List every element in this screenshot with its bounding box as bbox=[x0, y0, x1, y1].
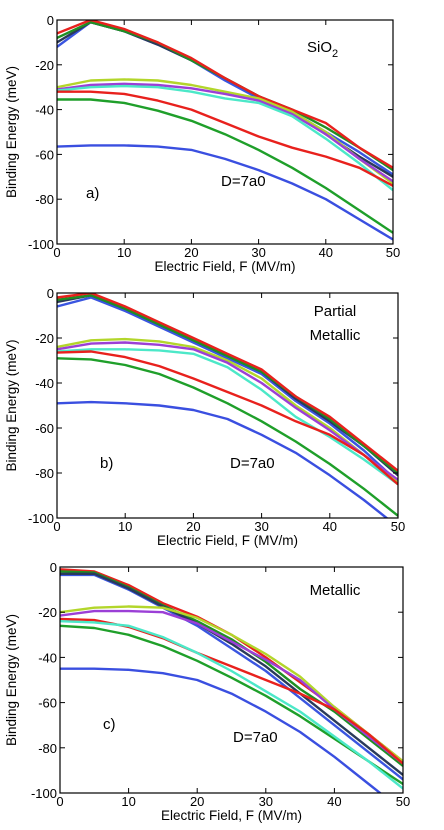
y-tick-label: -80 bbox=[35, 192, 54, 207]
x-tick-label: 10 bbox=[118, 519, 132, 534]
series-line-10 bbox=[57, 400, 389, 518]
series-line-1 bbox=[57, 296, 398, 483]
series-line-8 bbox=[57, 90, 393, 187]
x-tick-label: 30 bbox=[254, 519, 268, 534]
series-line-6 bbox=[57, 82, 393, 183]
x-tick-label: 10 bbox=[121, 794, 135, 809]
y-tick-label: -100 bbox=[28, 511, 54, 526]
x-tick-label: 0 bbox=[53, 245, 60, 260]
series-line-7 bbox=[57, 348, 398, 486]
x-tick-label: 20 bbox=[184, 245, 198, 260]
axes-frame bbox=[56, 292, 399, 519]
x-tick-label: 50 bbox=[391, 519, 405, 534]
series-group bbox=[57, 20, 393, 241]
x-tick-label: 40 bbox=[323, 519, 337, 534]
y-axis-label: Binding Energy (meV) bbox=[4, 339, 19, 471]
series-group bbox=[60, 568, 403, 793]
material-title-line-1: Metallic bbox=[310, 582, 361, 599]
x-axis-label: Electric Field, F (MV/m) bbox=[157, 533, 298, 548]
series-line-9 bbox=[57, 98, 393, 234]
series-line-9 bbox=[60, 620, 403, 790]
x-tick-label: 50 bbox=[396, 794, 410, 809]
spacing-annotation: D=7a0 bbox=[233, 729, 278, 746]
x-tick-label: 10 bbox=[117, 245, 131, 260]
series-line-5 bbox=[57, 337, 398, 483]
series-line-8 bbox=[60, 624, 403, 786]
series-line-10 bbox=[57, 144, 393, 241]
y-tick-label: 0 bbox=[47, 13, 54, 28]
series-line-3 bbox=[57, 294, 398, 474]
y-tick-label: -40 bbox=[35, 376, 54, 391]
y-tick-label: 0 bbox=[47, 286, 54, 301]
x-tick-label: 0 bbox=[53, 519, 60, 534]
x-tick-label: 20 bbox=[190, 794, 204, 809]
y-tick-label: -100 bbox=[31, 786, 57, 801]
y-tick-label: 0 bbox=[50, 560, 57, 575]
panel-label: b) bbox=[100, 455, 113, 472]
chart-panel-3: 0 10 20 30 40 50 0 -20 -40 -60 -80 -100 Electric Fie… bbox=[4, 560, 410, 823]
series-line-5 bbox=[60, 605, 403, 763]
x-tick-label: 40 bbox=[319, 245, 333, 260]
y-tick-label: -40 bbox=[38, 650, 57, 665]
series-line-4 bbox=[60, 572, 403, 776]
panel-label: a) bbox=[86, 185, 99, 202]
material-title-subscript: 2 bbox=[332, 48, 338, 60]
x-tick-label: 30 bbox=[259, 794, 273, 809]
y-tick-label: -20 bbox=[38, 605, 57, 620]
y-tick-label: -80 bbox=[38, 741, 57, 756]
material-title: SiO2 bbox=[307, 39, 338, 60]
y-tick-label: -20 bbox=[35, 58, 54, 73]
x-tick-label: 20 bbox=[186, 519, 200, 534]
x-axis-label: Electric Field, F (MV/m) bbox=[154, 259, 295, 274]
series-line-10 bbox=[60, 667, 383, 793]
series-line-6 bbox=[57, 341, 398, 481]
axes-frame bbox=[56, 19, 394, 245]
y-axis-label: Binding Energy (meV) bbox=[4, 66, 19, 198]
chart-panel-1: 0 10 20 30 40 50 0 -20 -40 -60 -80 -100 Electric Fie… bbox=[4, 13, 400, 274]
series-line-4 bbox=[57, 20, 393, 169]
material-title-line-1: Partial bbox=[314, 303, 357, 320]
series-group bbox=[57, 293, 398, 518]
material-title-line-2: Metallic bbox=[310, 327, 361, 344]
y-tick-label: -20 bbox=[35, 331, 54, 346]
spacing-annotation: D=7a0 bbox=[230, 455, 275, 472]
material-title-main: SiO bbox=[307, 39, 332, 56]
y-tick-label: -60 bbox=[35, 147, 54, 162]
panel-label: c) bbox=[103, 716, 116, 733]
y-tick-label: -60 bbox=[35, 421, 54, 436]
spacing-annotation: D=7a0 bbox=[221, 173, 266, 190]
y-tick-label: -100 bbox=[28, 237, 54, 252]
x-tick-label: 50 bbox=[386, 245, 400, 260]
y-tick-label: -40 bbox=[35, 103, 54, 118]
y-axis-label: Binding Energy (meV) bbox=[4, 614, 19, 746]
series-line-7 bbox=[57, 84, 393, 192]
chart-panel-2: 0 10 20 30 40 50 0 -20 -40 -60 -80 -100 Electric Fie… bbox=[4, 286, 405, 548]
y-tick-label: -60 bbox=[38, 696, 57, 711]
x-tick-label: 0 bbox=[56, 794, 63, 809]
series-line-8 bbox=[57, 350, 398, 486]
x-tick-label: 40 bbox=[327, 794, 341, 809]
series-line-4 bbox=[57, 293, 398, 472]
series-line-9 bbox=[57, 357, 398, 517]
x-tick-label: 30 bbox=[251, 245, 265, 260]
y-tick-label: -80 bbox=[35, 466, 54, 481]
x-axis-label: Electric Field, F (MV/m) bbox=[161, 808, 302, 823]
axes-frame bbox=[59, 566, 404, 794]
